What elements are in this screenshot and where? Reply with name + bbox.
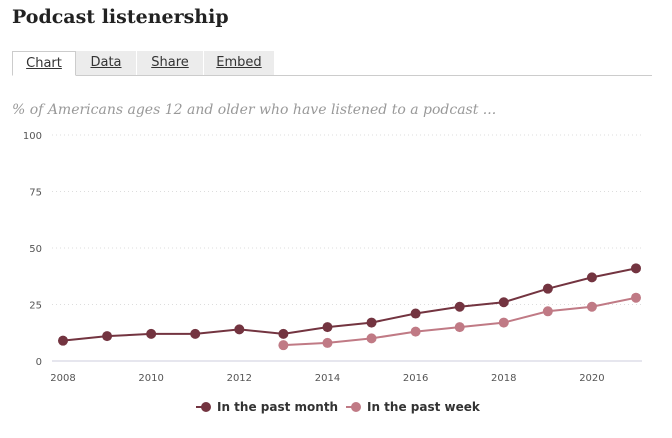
chart-subtitle: % of Americans ages 12 and older who hav… (12, 102, 497, 118)
y-tick-label: 50 (29, 244, 42, 255)
data-point (234, 324, 245, 335)
data-point (58, 335, 68, 346)
data-point (631, 292, 641, 303)
data-point (498, 297, 509, 308)
data-point (146, 328, 157, 339)
data-point (190, 328, 201, 339)
x-tick-label: 2012 (227, 373, 252, 384)
data-point (102, 331, 113, 342)
tab-embed[interactable]: Embed (204, 51, 274, 75)
data-point (366, 317, 377, 328)
legend-label: In the past week (367, 400, 480, 414)
data-point (454, 301, 465, 312)
data-point (454, 322, 465, 333)
x-tick-label: 2018 (491, 373, 516, 384)
x-tick-label: 2010 (138, 373, 163, 384)
data-point (586, 301, 597, 312)
page-title: Podcast listenership (12, 6, 229, 28)
x-tick-label: 2014 (315, 373, 340, 384)
data-point (410, 326, 421, 337)
legend-marker-month (201, 402, 211, 412)
data-point (542, 306, 553, 317)
legend-marker-week (351, 402, 361, 412)
y-tick-label: 0 (36, 357, 42, 368)
legend-item-week: In the past week (346, 400, 480, 414)
tab-bar: Chart Data Share Embed (12, 51, 652, 76)
data-point (542, 283, 553, 294)
legend-label: In the past month (217, 400, 339, 414)
data-point (631, 263, 641, 274)
data-point (322, 337, 333, 348)
tab-chart[interactable]: Chart (12, 51, 76, 76)
y-tick-label: 75 (29, 188, 42, 199)
data-point (278, 340, 289, 351)
data-point (278, 328, 289, 339)
x-tick-label: 2008 (50, 373, 75, 384)
series-line-0 (62, 267, 637, 342)
data-point (322, 322, 333, 333)
legend-line (346, 406, 354, 408)
y-tick-label: 100 (23, 131, 42, 142)
tab-share[interactable]: Share (137, 51, 203, 75)
y-tick-label: 25 (29, 301, 42, 312)
tab-data[interactable]: Data (76, 51, 136, 75)
legend-item-month: In the past month (196, 400, 338, 414)
data-point (410, 308, 421, 319)
legend-line (196, 406, 204, 408)
data-point (586, 272, 597, 283)
x-tick-label: 2016 (403, 373, 428, 384)
data-point (366, 333, 377, 344)
data-point (498, 317, 509, 328)
x-tick-label: 2020 (579, 373, 604, 384)
